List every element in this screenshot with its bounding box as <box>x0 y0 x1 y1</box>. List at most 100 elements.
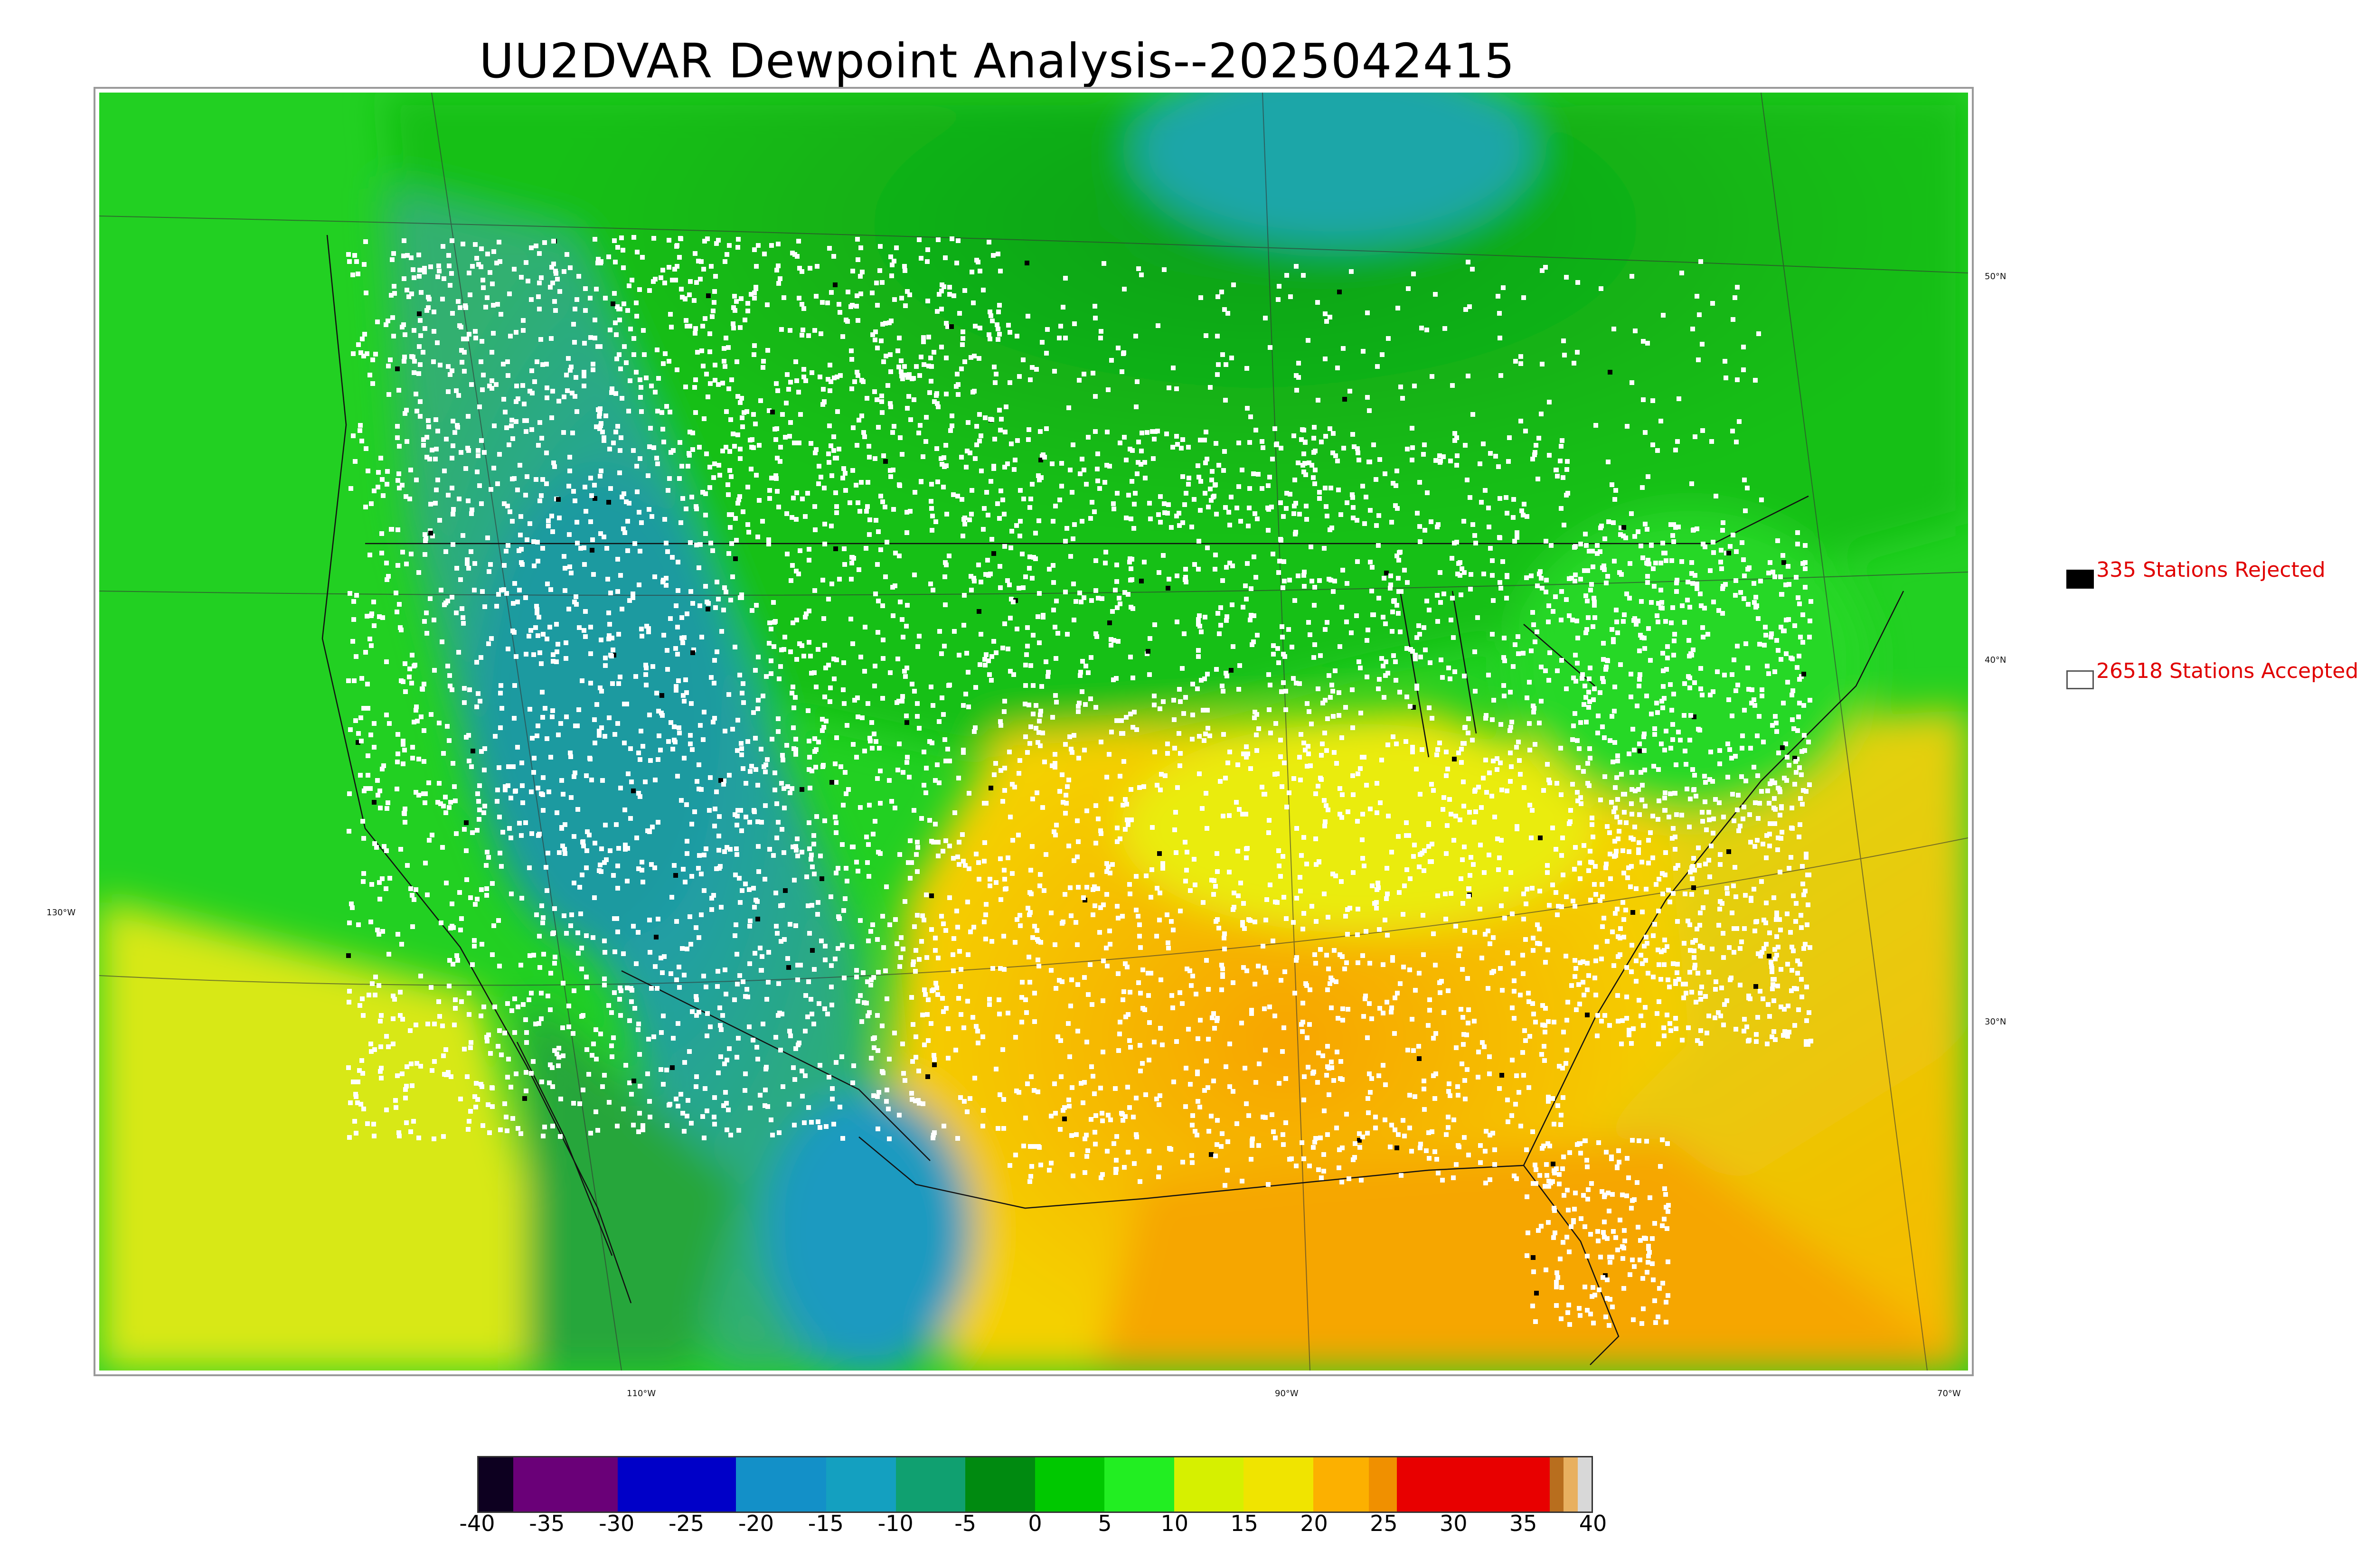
station-marker <box>545 582 550 586</box>
station-marker <box>1547 453 1552 458</box>
station-marker <box>758 1093 763 1098</box>
station-marker <box>514 1071 518 1076</box>
station-marker <box>1710 947 1715 951</box>
station-marker <box>1497 855 1502 860</box>
station-marker <box>1358 666 1363 670</box>
station-marker <box>1110 609 1115 614</box>
station-marker <box>1271 552 1275 556</box>
station-marker <box>931 840 936 845</box>
station-marker <box>1123 1114 1128 1119</box>
station-marker <box>1553 594 1558 599</box>
station-marker <box>1730 792 1735 797</box>
station-marker <box>672 267 677 272</box>
station-marker <box>516 1126 520 1131</box>
station-marker <box>1114 676 1119 681</box>
station-marker <box>777 676 782 681</box>
station-marker <box>1713 797 1718 802</box>
station-marker <box>660 970 665 975</box>
station-marker <box>1299 732 1303 737</box>
station-marker <box>1779 1005 1783 1009</box>
station-marker <box>422 728 426 733</box>
station-marker <box>440 639 444 644</box>
station-marker <box>1460 566 1464 571</box>
station-marker <box>823 666 828 670</box>
station-marker <box>543 706 547 711</box>
station-marker <box>502 563 507 568</box>
station-marker <box>675 625 680 629</box>
station-marker <box>442 1072 447 1077</box>
station-marker <box>1225 1139 1230 1144</box>
station-marker <box>1430 716 1434 721</box>
station-marker <box>550 714 555 719</box>
station-marker <box>547 1080 552 1085</box>
station-marker <box>380 929 385 934</box>
station-marker <box>716 238 721 243</box>
station-marker <box>888 352 893 357</box>
station-marker <box>1660 541 1665 545</box>
station-marker <box>880 1023 885 1028</box>
station-marker <box>735 748 740 753</box>
station-marker <box>929 506 934 511</box>
station-marker <box>474 256 479 261</box>
station-marker <box>829 524 834 528</box>
station-marker <box>1393 659 1398 664</box>
station-marker <box>752 247 757 252</box>
station-marker <box>1047 567 1052 572</box>
station-marker <box>1054 823 1059 827</box>
station-marker <box>1536 477 1540 481</box>
station-marker <box>602 438 606 443</box>
station-marker <box>1298 778 1303 782</box>
station-marker <box>558 721 563 726</box>
station-marker <box>1614 775 1619 780</box>
station-marker <box>666 739 671 744</box>
station-marker <box>524 1040 529 1045</box>
station-marker <box>881 945 886 950</box>
station-marker <box>524 1089 528 1093</box>
station-marker <box>755 706 760 711</box>
station-marker <box>359 676 364 681</box>
station-marker <box>349 901 354 906</box>
station-marker <box>1036 958 1040 962</box>
station-marker <box>808 786 812 790</box>
station-marker <box>774 381 779 386</box>
station-marker <box>756 655 761 659</box>
station-marker <box>977 877 981 882</box>
station-marker <box>1401 965 1406 969</box>
station-marker <box>963 692 968 696</box>
station-marker <box>494 382 499 387</box>
station-marker <box>1099 831 1103 836</box>
station-marker <box>1158 706 1162 711</box>
station-marker <box>1671 891 1676 896</box>
station-marker <box>676 588 680 593</box>
station-marker <box>816 900 820 905</box>
station-marker <box>827 460 831 465</box>
station-marker <box>430 1068 434 1073</box>
station-marker <box>539 991 544 995</box>
station-marker <box>368 920 373 924</box>
station-marker <box>1082 1080 1087 1085</box>
station-marker <box>733 556 738 561</box>
station-marker <box>622 491 626 496</box>
station-marker <box>574 375 578 380</box>
station-marker <box>502 1031 507 1035</box>
station-marker <box>541 632 546 637</box>
station-marker <box>1121 803 1125 807</box>
station-marker <box>1236 441 1241 445</box>
station-marker <box>1010 838 1015 843</box>
station-marker <box>1427 608 1432 612</box>
station-marker <box>539 493 544 498</box>
station-marker <box>1305 764 1309 769</box>
station-marker <box>454 566 459 571</box>
station-marker <box>1326 915 1330 920</box>
station-marker <box>1159 772 1164 777</box>
station-marker <box>701 737 706 742</box>
station-marker <box>1365 1131 1370 1136</box>
station-marker <box>1709 844 1714 848</box>
station-marker <box>1267 1005 1272 1009</box>
station-marker <box>1072 618 1076 622</box>
station-marker <box>1230 602 1234 607</box>
station-marker <box>814 814 819 819</box>
station-marker <box>801 306 806 311</box>
station-marker <box>1065 784 1070 789</box>
station-marker <box>1121 731 1125 736</box>
